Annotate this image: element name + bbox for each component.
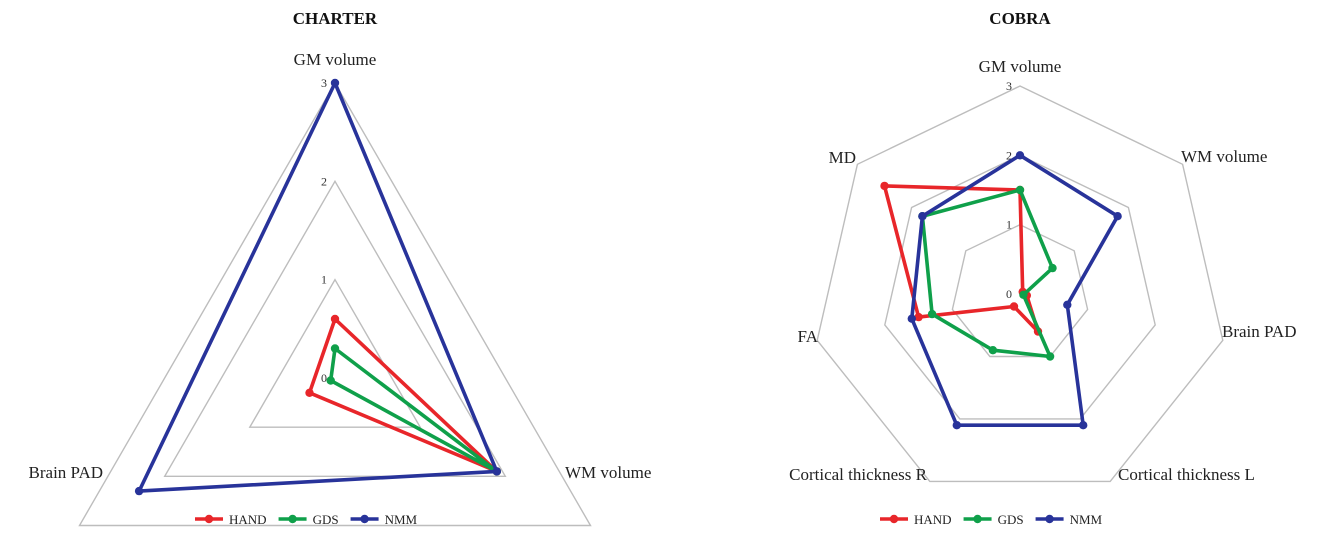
- grid-ring-2: [884, 154, 1156, 420]
- axis-label-cortical-thickness-r: Cortical thickness R: [789, 465, 928, 484]
- series-line-nmm: [137, 81, 499, 493]
- tick-label: 0: [321, 371, 327, 385]
- tick-label: 2: [1006, 148, 1012, 162]
- grid-ring-1: [951, 223, 1089, 358]
- data-point-hand: [305, 388, 314, 397]
- legend-item-nmm: NMM: [1035, 512, 1103, 527]
- data-point-gds: [927, 309, 937, 319]
- legend: HAND GDS NMM: [195, 512, 418, 527]
- chart-title: COBRA: [989, 9, 1051, 28]
- series-line-nmm: [909, 153, 1120, 428]
- data-point-nmm: [330, 78, 340, 88]
- legend-marker: [360, 514, 369, 524]
- data-point-nmm: [918, 212, 927, 221]
- data-point-nmm: [952, 421, 961, 430]
- legend-item-gds: GDS: [278, 512, 339, 527]
- data-point-gds: [326, 376, 335, 385]
- tick-label: 1: [321, 273, 327, 287]
- legend-marker: [1045, 514, 1054, 524]
- chart-title: CHARTER: [293, 9, 378, 28]
- legend-item-nmm: NMM: [350, 512, 418, 527]
- grid-ring-3: [816, 85, 1224, 483]
- data-point-gds: [1019, 290, 1028, 299]
- tick-label: 3: [1006, 79, 1012, 93]
- legend-marker: [973, 514, 982, 524]
- charter-radar-chart: CHARTER 0 1 2 3 GM volume WM volume Brain PAD HA…: [29, 9, 652, 527]
- axis-label-gm-volume: GM volume: [294, 50, 377, 69]
- axis-label-cortical-thickness-l: Cortical thickness L: [1118, 465, 1255, 484]
- data-point-nmm: [907, 314, 916, 323]
- series-nmm: [907, 151, 1122, 430]
- tick-label: 3: [321, 76, 327, 90]
- legend-label: NMM: [385, 512, 418, 527]
- cobra-radar-chart: COBRA 0 1 2 3 GM volume WM volume Brain PAD Cort…: [789, 9, 1296, 527]
- axis-label-md: MD: [829, 148, 856, 167]
- axis-label-brain-pad: Brain PAD: [1222, 322, 1296, 341]
- tick-label: 1: [1006, 218, 1012, 232]
- legend-item-hand: HAND: [195, 512, 267, 527]
- data-point-gds: [988, 346, 998, 355]
- grid-ring-2: [163, 179, 507, 477]
- axis-label-fa: FA: [798, 327, 819, 346]
- series-line-gds: [328, 346, 499, 474]
- series-nmm: [134, 78, 501, 496]
- data-point-gds: [1045, 352, 1055, 361]
- legend-label: GDS: [998, 512, 1024, 527]
- legend-marker: [204, 514, 214, 524]
- series-line-hand: [307, 317, 499, 474]
- data-point-nmm: [134, 486, 144, 496]
- tick-label: 2: [321, 174, 327, 188]
- grid-ring-1: [248, 278, 422, 428]
- data-point-gds: [1048, 263, 1057, 273]
- legend-label: HAND: [229, 512, 267, 527]
- data-point-nmm: [1063, 300, 1072, 309]
- series-line-gds: [920, 188, 1055, 359]
- data-point-hand: [330, 314, 340, 324]
- data-point-hand: [880, 181, 889, 191]
- axis-label-brain-pad: Brain PAD: [29, 463, 103, 482]
- data-point-nmm: [1015, 151, 1025, 160]
- grid-ring-3: [78, 81, 592, 527]
- data-point-hand: [914, 312, 923, 322]
- axis-label-gm-volume: GM volume: [979, 57, 1062, 76]
- data-point-nmm: [1079, 421, 1088, 430]
- legend-label: NMM: [1070, 512, 1103, 527]
- data-point-nmm: [1113, 212, 1122, 221]
- data-point-gds: [1015, 185, 1025, 195]
- data-point-gds: [330, 344, 340, 353]
- legend-label: GDS: [313, 512, 339, 527]
- tick-label: 0: [1006, 287, 1012, 301]
- legend-marker: [889, 514, 899, 524]
- axis-label-wm-volume: WM volume: [1181, 147, 1267, 166]
- legend-item-hand: HAND: [880, 512, 952, 527]
- data-point-hand: [1009, 302, 1019, 311]
- legend-label: HAND: [914, 512, 952, 527]
- legend-marker: [288, 514, 297, 524]
- data-point-nmm: [492, 467, 501, 476]
- legend: HAND GDS NMM: [880, 512, 1103, 527]
- axis-label-wm-volume: WM volume: [565, 463, 651, 482]
- legend-item-gds: GDS: [963, 512, 1024, 527]
